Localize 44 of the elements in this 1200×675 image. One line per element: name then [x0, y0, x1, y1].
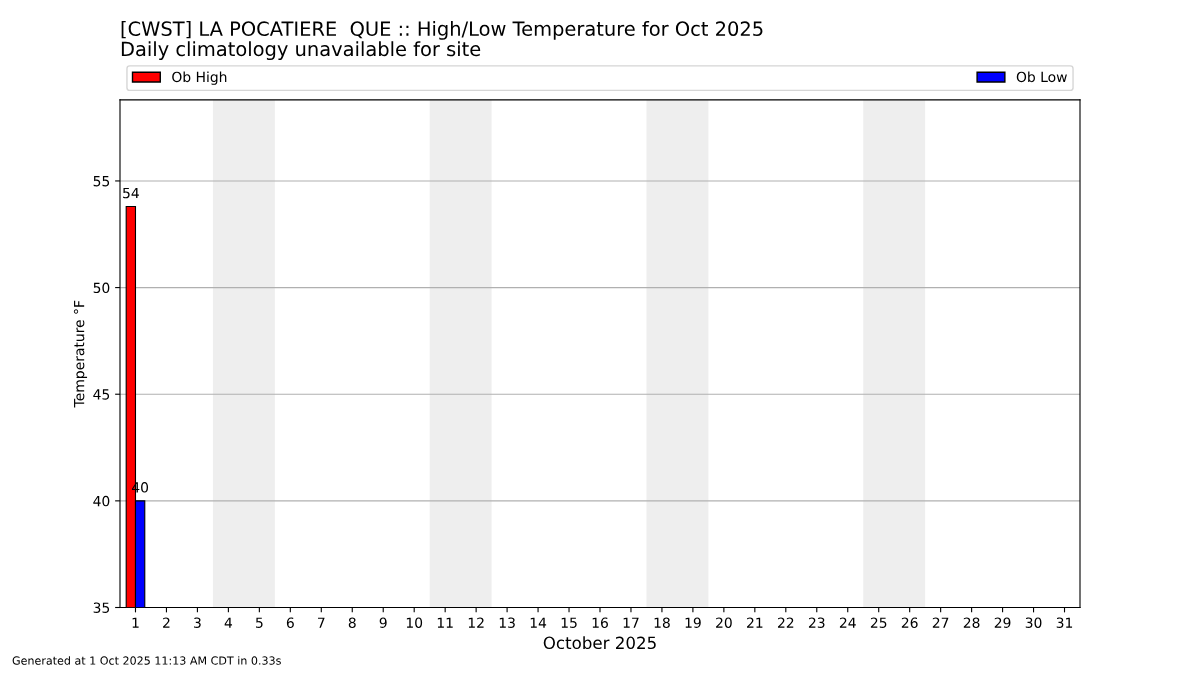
x-tick-label: 30: [1025, 617, 1042, 628]
x-tick-label: 7: [318, 617, 325, 628]
x-axis-title: October 2025: [543, 636, 656, 650]
legend-label: Ob Low: [1016, 71, 1067, 83]
x-tick-label: 24: [839, 617, 856, 628]
x-tick-label: 4: [224, 617, 233, 628]
x-tick-label: 25: [870, 617, 887, 628]
legend-label: Ob High: [172, 71, 227, 85]
chart-subtitle: Daily climatology unavailable for site: [121, 41, 481, 61]
x-tick-label: 6: [286, 617, 294, 628]
x-tick-label: 23: [808, 617, 825, 628]
x-tick-label: 9: [379, 617, 387, 628]
x-tick-label: 31: [1056, 617, 1073, 628]
x-tick-label: 14: [530, 617, 547, 628]
x-tick-label: 8: [348, 617, 356, 628]
x-tick-label: 5: [256, 617, 263, 628]
y-tick-label: 50: [93, 282, 110, 294]
y-axis-title: Temperature °F: [73, 300, 88, 408]
y-tick-label: 45: [93, 389, 110, 400]
y-tick-label: 55: [93, 176, 110, 187]
x-tick-label: 27: [932, 617, 949, 628]
x-tick-label: 20: [716, 617, 732, 628]
text: Generated at 1 Oct 2025 11:13 AM CDT in 0.33s: [12, 656, 281, 665]
x-tick-label: 22: [777, 617, 794, 628]
y-tick-label: 35: [93, 602, 110, 613]
x-tick-label: 15: [561, 617, 577, 628]
x-tick-label: 16: [592, 617, 608, 628]
x-tick-label: 17: [623, 617, 639, 628]
x-tick-label: 2: [163, 617, 170, 628]
x-tick-label: 1: [132, 617, 139, 628]
x-tick-label: 26: [901, 617, 918, 628]
x-tick-label: 29: [994, 617, 1011, 628]
x-tick-label: 3: [194, 617, 201, 628]
x-tick-label: 21: [747, 617, 763, 628]
x-tick-label: 12: [468, 617, 484, 628]
x-tick-label: 13: [499, 617, 515, 628]
x-tick-label: 28: [963, 617, 980, 628]
x-tick-label: 18: [654, 617, 670, 628]
data-label: 54: [123, 187, 139, 199]
chart-title: [CWST] LA POCATIERE QUE :: High/Low Temperature for Oct 2025: [121, 20, 763, 40]
x-tick-label: 11: [437, 617, 453, 628]
x-tick-label: 10: [406, 617, 423, 628]
y-tick-label: 40: [93, 495, 110, 507]
x-tick-label: 19: [685, 617, 701, 628]
